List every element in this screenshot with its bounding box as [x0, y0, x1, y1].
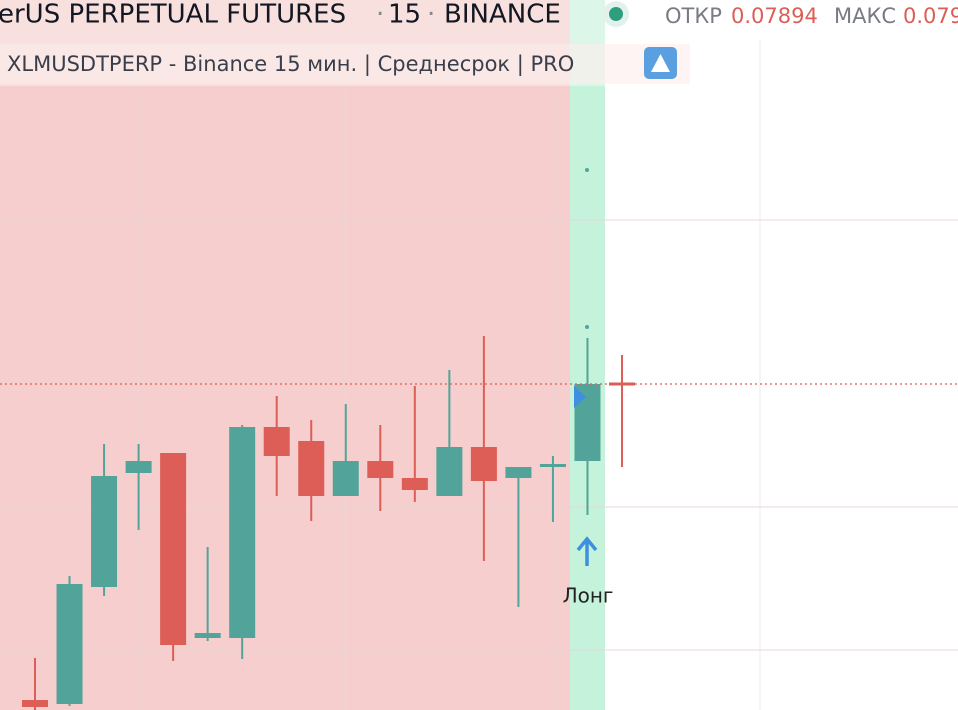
exchange: BINANCE	[444, 0, 561, 30]
entry-marker	[574, 386, 586, 408]
candle-body	[367, 461, 394, 478]
separator: ·	[427, 0, 435, 30]
candle-body	[539, 464, 566, 467]
separator: ·	[376, 0, 384, 30]
open-label: ОТКР	[665, 4, 722, 28]
candle-body	[470, 447, 497, 481]
candle-body	[263, 427, 290, 456]
candle-body	[609, 382, 636, 386]
subtitle-bg	[0, 44, 690, 84]
candle-body	[298, 441, 325, 496]
subtitle: XLMUSDTPERP - Binance 15 мин. | Среднеср…	[7, 52, 574, 77]
candle-body	[436, 447, 463, 496]
signal-dot	[585, 325, 589, 329]
candle-body	[229, 427, 256, 638]
grid	[0, 40, 958, 710]
interval: 15	[388, 0, 421, 30]
candle-body	[125, 461, 152, 473]
candle-body	[56, 584, 83, 704]
candle-body	[332, 461, 359, 496]
high-label: МАКС	[834, 4, 896, 28]
high-value: 0.079	[903, 4, 958, 28]
signal-label: Лонг	[563, 584, 614, 608]
long-arrow	[576, 536, 598, 566]
signal-dot	[585, 168, 589, 172]
symbol-title: erUS PERPETUAL FUTURES	[0, 0, 346, 30]
short-zone	[0, 0, 570, 710]
candle-body	[401, 478, 428, 490]
candle-body	[505, 467, 532, 478]
candle-body	[160, 453, 187, 645]
open-value: 0.07894	[731, 4, 818, 28]
candles	[0, 336, 958, 710]
candle-body	[91, 476, 118, 587]
pro-icon-arrow	[651, 54, 670, 72]
candle-body	[194, 633, 221, 638]
candle-body	[22, 700, 48, 707]
status-dot	[609, 7, 623, 21]
